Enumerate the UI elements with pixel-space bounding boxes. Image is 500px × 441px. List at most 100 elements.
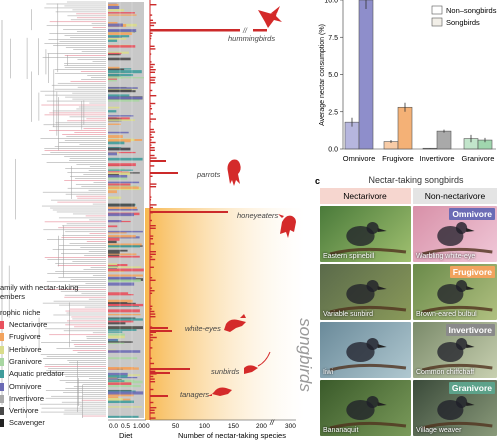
legend-item: Scavenger (0, 418, 45, 428)
legend-swatch (0, 419, 4, 428)
photo-nectarivore: Bananaquit (320, 380, 411, 436)
diet-axis-label: Diet (119, 431, 133, 440)
photo-badge: Frugivore (449, 266, 495, 278)
count-axis-label: Number of nectar-taking species (178, 431, 286, 440)
panel-c-letter: c (315, 176, 320, 186)
legend-title-line2: embers (0, 292, 26, 301)
photo-caption: Common chiffchaff (416, 369, 475, 376)
diet-tick-1: 0.5 (121, 423, 130, 430)
photo-caption: Variable sunbird (323, 311, 374, 318)
photo-badge: Invertivore (445, 324, 495, 336)
hummingbird-bar-b (253, 29, 267, 32)
count-tick-200: 200 (256, 423, 267, 430)
label-songbirds: songbirds (296, 318, 315, 392)
chart-y-label: Average nectar consumption (%) (319, 24, 326, 126)
hummingbird-bar-a (150, 29, 240, 32)
label-honeyeaters: honeyeaters (237, 211, 279, 220)
legend-swatch (0, 321, 4, 330)
legend-item: Granivore (0, 357, 42, 366)
hummingbird-silhouette-icon (258, 6, 282, 28)
photo-badge: Omnivore (449, 208, 495, 220)
white-eye-silhouette-icon (224, 314, 246, 332)
photo-badge: Granivore (448, 382, 495, 394)
legend-label: Vertivore (9, 406, 39, 416)
legend-item: Omnivore (0, 382, 42, 391)
diet-column (108, 2, 144, 418)
count-axis-break: // (269, 420, 275, 427)
bar-frugivore-songbird (397, 106, 413, 150)
photo-nonnectarivore: Village weaver Granivore (413, 380, 497, 436)
photo-caption: Eastern spinebill (323, 253, 375, 260)
label-sunbirds: sunbirds (211, 367, 240, 376)
legend-title: amily with nectar-taking embers (0, 283, 78, 301)
legend-swatch (0, 407, 4, 416)
hummingbird-bar-break: // (242, 28, 248, 35)
label-white-eyes: white-eyes (185, 324, 221, 333)
y-tick-label: 7.5 (328, 35, 338, 42)
legend-swatch (0, 370, 4, 379)
photo-nonnectarivore: Warbling white-eye Omnivore (413, 206, 497, 262)
y-tick-label: 0.0 (328, 147, 338, 154)
legend-label: Nectarivore (9, 320, 48, 329)
count-tick-100: 100 (199, 423, 210, 430)
photo-caption: Brown-eared bulbul (416, 311, 477, 318)
legend-label: Omnivore (9, 381, 42, 391)
col-header-nectarivore (320, 188, 411, 204)
photo-nectarivore: Eastern spinebill (320, 206, 411, 262)
legend-item: Vertivore (0, 406, 39, 416)
photo-caption: Iiwi (323, 369, 334, 376)
y-tick-label: 5.0 (328, 72, 338, 79)
photo-caption: Bananaquit (323, 427, 359, 434)
legend-label: Invertivore (9, 393, 45, 403)
bar-omnivore-songbird (358, 0, 374, 150)
photo-caption: Village weaver (416, 427, 462, 434)
chart-x-granivore: Granivore (462, 154, 495, 163)
legend-label: Scavenger (9, 418, 45, 428)
diet-tick-0: 0.0 (109, 423, 118, 430)
nectar-consumption-chart: 0.0 2.5 5.0 7.5 10.0 Average nectar consumpt… (319, 0, 497, 163)
legend-swatch (0, 394, 4, 403)
col-label-nectarivore: Nectarivore (343, 191, 387, 201)
legend-title-line1: amily with nectar-taking (0, 283, 79, 292)
chart-x-invertivore: Invertivore (419, 154, 454, 163)
count-tick-300: 300 (285, 423, 296, 430)
legend-swatch-songbird (431, 17, 443, 27)
y-tick-label: 10.0 (324, 0, 338, 5)
nectar-count-bars (150, 4, 228, 419)
chart-x-frugivore: Frugivore (382, 154, 414, 163)
diet-tick-2: 1.00 (133, 423, 146, 430)
label-tanagers: tanagers (180, 390, 209, 399)
legend-label: Aquatic predator (9, 369, 65, 379)
parrot-silhouette-icon (227, 159, 241, 186)
photo-nectarivore: Variable sunbird (320, 264, 411, 320)
phylogeny-tree (1, 1, 106, 418)
songbird-shade (145, 208, 305, 420)
legend-item: Herbivore (0, 345, 42, 354)
count-tick-0: 0 (146, 423, 150, 430)
photo-nectarivore: Iiwi (320, 322, 411, 378)
legend-label-songbird: Songbirds (446, 18, 480, 27)
legend-swatch (0, 357, 4, 366)
legend-niche-title: rophic niche (0, 308, 41, 317)
count-tick-150: 150 (228, 423, 239, 430)
panel-c-title: Nectar-taking songbirds (368, 175, 464, 185)
legend-swatch (0, 333, 4, 342)
sunbird-silhouette-icon (244, 351, 271, 374)
legend-label: Herbivore (9, 344, 42, 354)
photo-nonnectarivore: Brown-eared bulbul Frugivore (413, 264, 497, 320)
label-parrots: parrots (196, 170, 221, 179)
legend-label-nonsongbird: Non–songbirds (446, 6, 497, 15)
legend-item: Frugivore (0, 332, 41, 342)
legend-label: Granivore (9, 356, 42, 366)
count-tick-50: 50 (172, 423, 180, 430)
legend-item: Nectarivore (0, 320, 48, 330)
legend-item: Invertivore (0, 394, 44, 403)
legend-label: Frugivore (9, 332, 41, 342)
bar-invertivore-songbird (436, 130, 452, 150)
chart-x-omnivore: Omnivore (343, 154, 376, 163)
col-header-nonnectarivore (413, 188, 497, 204)
legend-swatch (0, 345, 4, 354)
photo-nonnectarivore: Common chiffchaff Invertivore (413, 322, 497, 378)
tanager-silhouette-icon (208, 387, 232, 396)
